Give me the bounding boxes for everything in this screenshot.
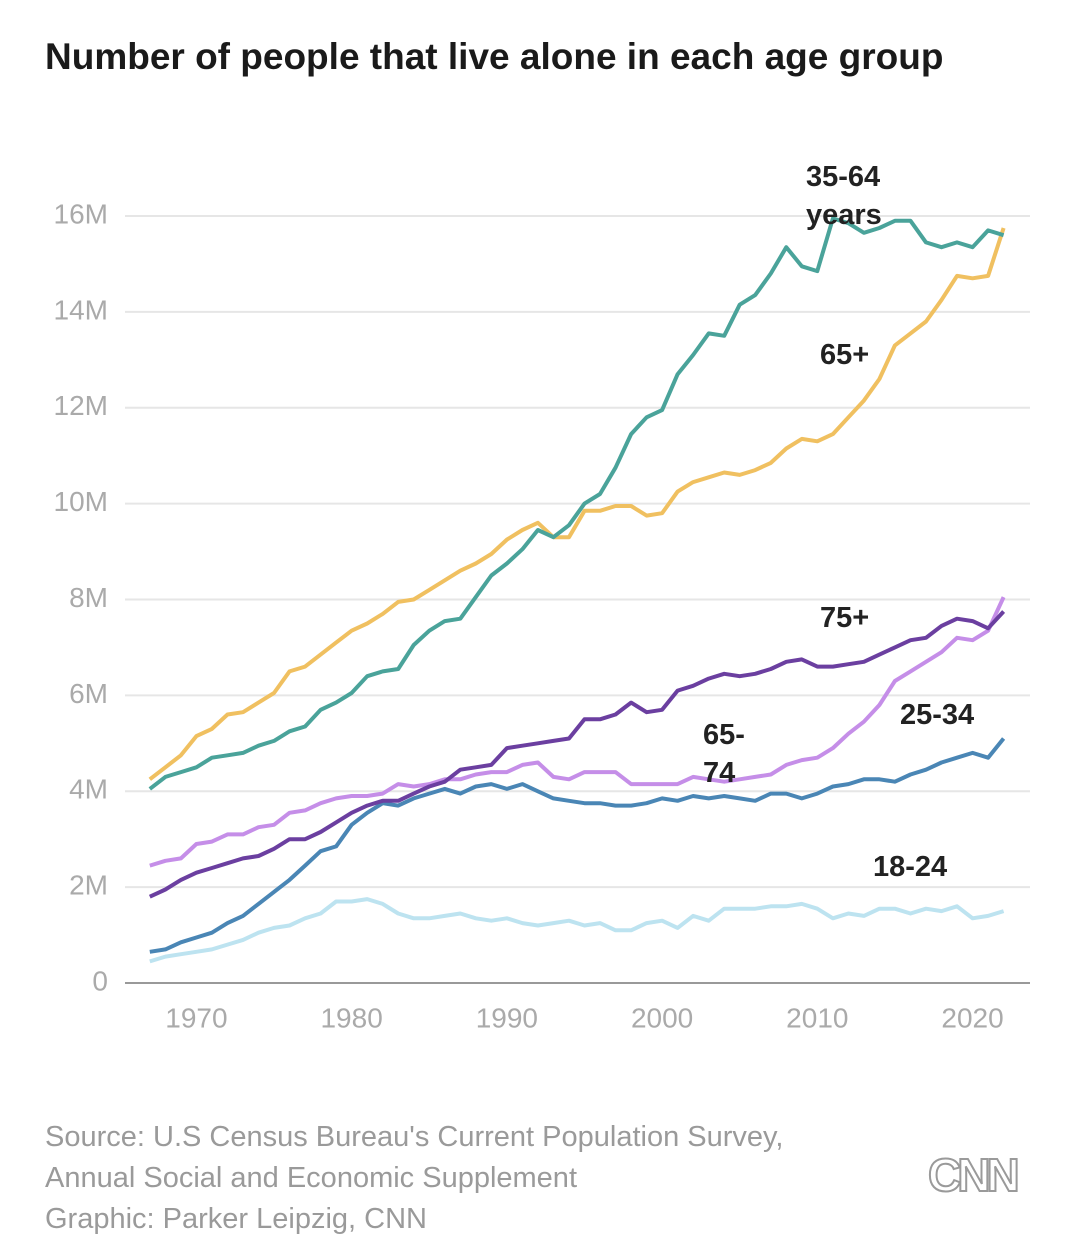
series-label: 18-24 [873, 851, 948, 883]
x-tick-label: 1970 [165, 1002, 227, 1033]
y-tick-label: 0 [92, 965, 108, 996]
x-tick-label: 1990 [476, 1002, 538, 1033]
logo: CNN [927, 1148, 1021, 1202]
credit-line: Graphic: Parker Leipzig, CNN [45, 1203, 427, 1235]
x-tick-label: 2020 [941, 1002, 1003, 1033]
series-label: 35-64 years [806, 161, 882, 231]
source-line: Source: U.S Census Bureau's Current Popu… [45, 1121, 784, 1153]
y-tick-label: 14M [54, 294, 108, 325]
series-label: 65-74 [703, 719, 745, 789]
x-tick-label: 1980 [320, 1002, 382, 1033]
y-tick-label: 12M [54, 390, 108, 421]
series-line [148, 610, 1006, 899]
y-tick-label: 16M [54, 198, 108, 229]
series-label: 65+ [820, 339, 870, 371]
y-tick-label: 8M [69, 582, 108, 613]
series-line [149, 897, 1005, 964]
series-line [149, 596, 1006, 868]
y-tick-label: 6M [69, 678, 108, 709]
x-tick-label: 2010 [786, 1002, 848, 1033]
series-label: 25-34 [900, 699, 975, 731]
series-line [148, 216, 1005, 791]
x-tick-label: 2000 [631, 1002, 693, 1033]
y-tick-label: 4M [69, 774, 108, 805]
source-line: Annual Social and Economic Supplement [45, 1162, 577, 1194]
footer: Source: U.S Census Bureau's Current Popu… [45, 1117, 783, 1240]
series-label: 75+ [820, 602, 870, 634]
series-line [148, 227, 1006, 781]
series-line [149, 737, 1006, 954]
y-tick-label: 10M [54, 486, 108, 517]
chart-title: Number of people that live alone in each… [45, 36, 944, 77]
y-tick-label: 2M [69, 870, 108, 901]
